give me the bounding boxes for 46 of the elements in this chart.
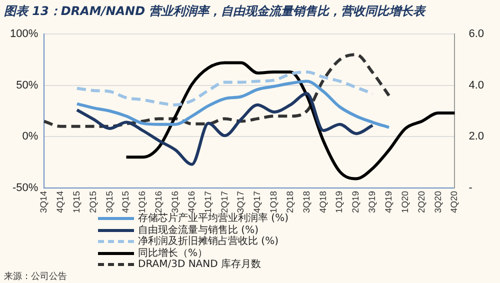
line-series — [124, 61, 456, 180]
x-tick-label: 3Q17 — [236, 190, 246, 214]
x-tick-label: 2Q16 — [154, 190, 164, 214]
x-tick-label: 1Q19 — [334, 190, 344, 214]
legend-label: DRAM/3D NAND 库存月数 — [138, 259, 262, 270]
x-tick-label: 3Q19 — [367, 190, 378, 214]
x-tick-label: 4Q19 — [384, 190, 394, 214]
y-tick-label: 50% — [16, 79, 38, 92]
x-tick-label: 4Q14 — [55, 190, 66, 214]
y2-tick-label: 6.0 — [468, 28, 484, 40]
line-series — [75, 92, 374, 166]
x-tick-label: 1Q20 — [400, 190, 410, 214]
y2-tick-label: 2.0 — [468, 130, 484, 143]
x-tick-label: 3Q18 — [301, 190, 312, 214]
x-tick-label: 3Q15 — [104, 190, 114, 214]
x-tick-label: 1Q17 — [202, 190, 213, 214]
x-tick-label: 4Q18 — [318, 190, 328, 214]
legend-label: 自由现金流量与销售比 (%) — [138, 224, 258, 236]
y-tick-label: -50% — [12, 182, 38, 194]
x-tick-label: 2Q20 — [416, 190, 426, 214]
x-tick-label: 4Q16 — [186, 190, 196, 214]
y2-tick-label: 4.0 — [468, 79, 484, 92]
line-series — [75, 70, 374, 106]
x-tick-label: 4Q15 — [120, 190, 131, 214]
x-tick-label: 3Q20 — [432, 190, 443, 214]
x-tick-label: 1Q15 — [71, 190, 82, 214]
x-tick-label: 1Q18 — [268, 190, 279, 214]
chart-title: 图表 13：DRAM/NAND 营业利润率，自由现金流量销售比，营收同比增长表 — [4, 3, 426, 20]
legend-label: 净利润及折旧摊销占营收比 (%) — [138, 236, 278, 248]
line-series — [75, 80, 391, 129]
x-tick-label: 2Q17 — [219, 190, 230, 214]
x-tick-label: 4Q17 — [252, 190, 262, 214]
y2-tick-label: - — [468, 182, 473, 194]
legend-label: 同比增长（%） — [138, 248, 208, 259]
source-note: 来源：公司公告 — [4, 270, 67, 283]
x-tick-label: 3Q16 — [170, 190, 180, 214]
x-tick-label: 2Q19 — [350, 190, 361, 214]
y-tick-label: 100% — [10, 28, 38, 40]
x-tick-label: 2Q18 — [284, 190, 295, 214]
x-tick-label: 2Q15 — [88, 190, 98, 214]
x-tick-label: 3Q14 — [38, 190, 49, 214]
legend-label: 存储芯片产业平均营业利润率 (%) — [138, 213, 288, 224]
x-tick-label: 4Q20 — [449, 190, 460, 214]
y-tick-label: 0% — [22, 130, 38, 143]
x-tick-label: 1Q16 — [137, 190, 148, 214]
line-series — [42, 53, 391, 128]
